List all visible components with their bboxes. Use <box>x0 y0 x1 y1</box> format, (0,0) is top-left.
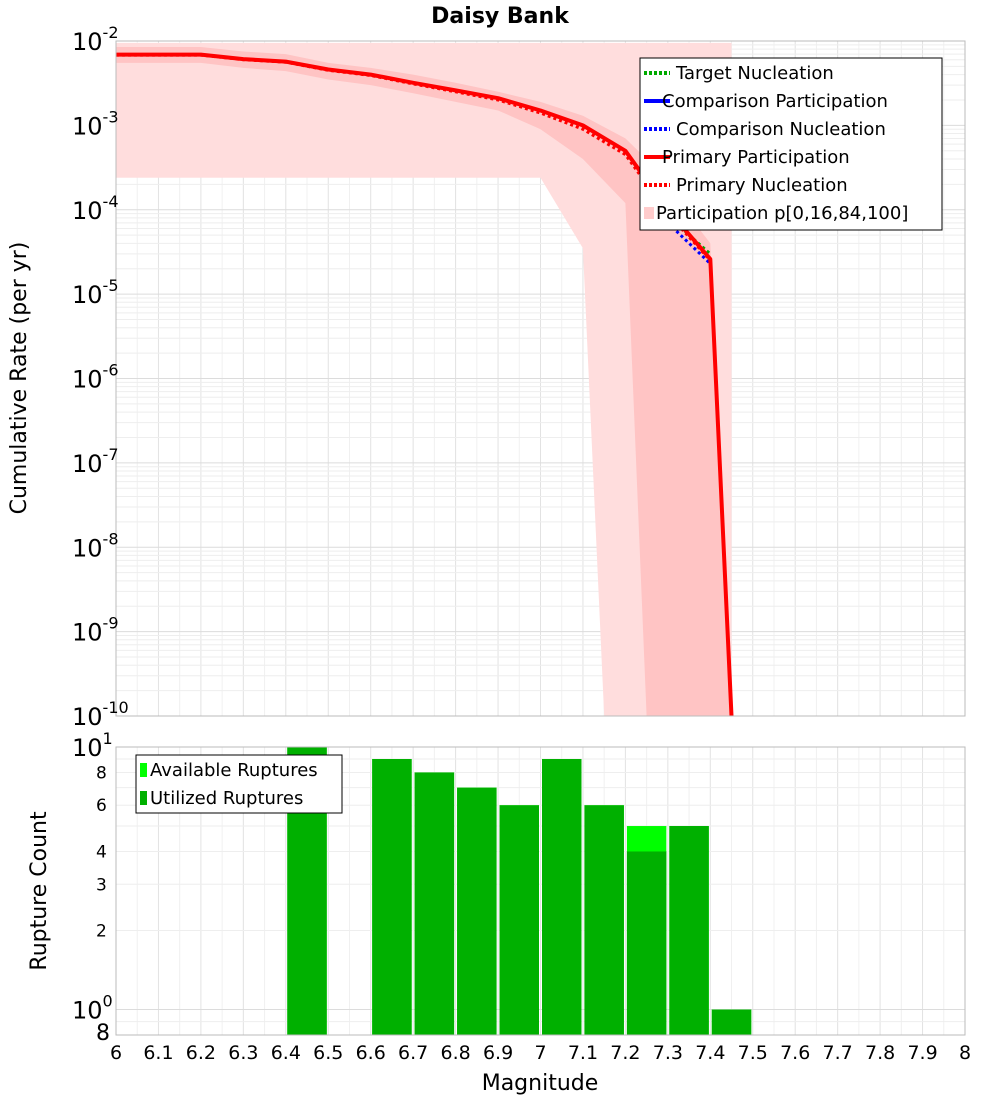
count-x-ticks: 6 6.1 6.2 6.3 6.4 6.5 6.6 6.7 6.8 6.9 7 7.1 7.2 7.3 7.… <box>110 1042 971 1064</box>
count-x-tick-label: 7.3 <box>653 1042 683 1064</box>
count-x-tick-label: 7.6 <box>780 1042 810 1064</box>
legend-label-target-nucleation: Target Nucleation <box>675 63 834 84</box>
rate-y-tick-label: 10-9 <box>72 614 119 647</box>
legend-label-available-ruptures: Available Ruptures <box>150 760 318 781</box>
rate-y-tick-label: 10-10 <box>72 698 129 731</box>
count-x-tick-label: 8 <box>959 1042 971 1064</box>
count-y-tick-label: 101 <box>72 729 113 762</box>
count-x-tick-label: 7.9 <box>907 1042 937 1064</box>
count-y-tick-label: 3 <box>96 875 107 895</box>
count-y-tick-label: 6 <box>96 796 107 816</box>
count-y-tick-label: 4 <box>96 842 107 862</box>
series-line-comparison-nucleation <box>666 221 712 265</box>
count-x-tick-label: 7.2 <box>610 1042 640 1064</box>
count-y-axis-label: Rupture Count <box>27 811 52 971</box>
count-y-tick-label: 100 <box>72 992 113 1025</box>
legend-label-primary-nucleation: Primary Nucleation <box>676 175 848 196</box>
rate-y-tick-label: 10-2 <box>72 23 119 56</box>
rate-legend-box <box>639 57 943 231</box>
count-legend-box <box>135 754 343 814</box>
count-x-tick-label: 6.3 <box>228 1042 258 1064</box>
count-x-axis-label: Magnitude <box>482 1071 599 1096</box>
legend-label-utilized-ruptures: Utilized Ruptures <box>150 788 303 809</box>
rate-y-tick-label: 10-7 <box>72 445 119 478</box>
count-x-tick-label: 7.5 <box>738 1042 768 1064</box>
rate-y-axis-label: Cumulative Rate (per yr) <box>7 242 32 515</box>
legend-label-comparison-nucleation: Comparison Nucleation <box>676 119 886 140</box>
count-x-tick-label: 7 <box>534 1042 546 1064</box>
count-x-tick-label: 6 <box>110 1042 122 1064</box>
rate-bands <box>116 42 732 716</box>
bar-utilized <box>626 851 667 1035</box>
count-x-tick-label: 6.2 <box>186 1042 216 1064</box>
bar-utilized <box>414 772 455 1035</box>
count-x-tick-label: 6.6 <box>356 1042 386 1064</box>
rate-panel: 10-2 10-3 10-4 10-5 10-6 10-7 10-8 10-9 10-10 Cu… <box>7 23 966 731</box>
chart-title: Daisy Bank <box>431 4 570 29</box>
legend-label-participation-p-0-16-84-100-: Participation p[0,16,84,100] <box>656 203 908 224</box>
rate-y-ticks: 10-2 10-3 10-4 10-5 10-6 10-7 10-8 10-9 10-10 <box>72 23 129 731</box>
bar-utilized <box>711 1009 752 1035</box>
count-x-tick-label: 7.7 <box>823 1042 853 1064</box>
bar-utilized <box>499 805 539 1035</box>
legend-swatch-participation-p-0-16-84-100- <box>644 207 654 219</box>
count-plot-frame <box>115 746 966 1036</box>
count-legend: Available Ruptures Utilized Ruptures <box>135 754 343 814</box>
bar-utilized <box>372 759 412 1035</box>
legend-swatch-available-ruptures <box>140 763 147 777</box>
count-x-tick-label: 6.5 <box>313 1042 343 1064</box>
rate-legend: Target Nucleation Comparison Participatio… <box>639 57 943 231</box>
bar-utilized <box>669 826 709 1035</box>
bar-utilized <box>584 805 624 1035</box>
count-x-tick-label: 6.4 <box>271 1042 301 1064</box>
legend-label-comparison-participation: Comparison Participation <box>662 91 888 112</box>
rate-plot-frame <box>115 40 966 717</box>
band-p0-p100 <box>116 42 732 716</box>
count-x-tick-label: 6.8 <box>440 1042 470 1064</box>
count-x-tick-label: 7.4 <box>695 1042 725 1064</box>
rate-y-tick-label: 10-5 <box>72 276 119 309</box>
rate-y-tick-label: 10-6 <box>72 361 119 394</box>
bar-utilized <box>457 787 497 1035</box>
count-y-tick-label: 2 <box>96 922 107 942</box>
band-p16-p84 <box>116 47 732 716</box>
rate-y-tick-label: 10-8 <box>72 529 119 562</box>
count-x-tick-label: 7.1 <box>568 1042 598 1064</box>
count-x-tick-label: 6.1 <box>143 1042 173 1064</box>
count-x-tick-label: 6.7 <box>398 1042 428 1064</box>
count-y-tick-label: 8 <box>96 1021 110 1046</box>
count-x-tick-label: 6.9 <box>483 1042 513 1064</box>
legend-label-primary-participation: Primary Participation <box>662 147 850 168</box>
rate-y-tick-label: 10-4 <box>72 192 119 225</box>
rate-y-tick-label: 10-3 <box>72 107 119 140</box>
bar-utilized <box>542 759 582 1035</box>
count-x-tick-label: 7.8 <box>865 1042 895 1064</box>
count-y-tick-label: 8 <box>96 763 107 783</box>
legend-swatch-utilized-ruptures <box>140 791 147 805</box>
